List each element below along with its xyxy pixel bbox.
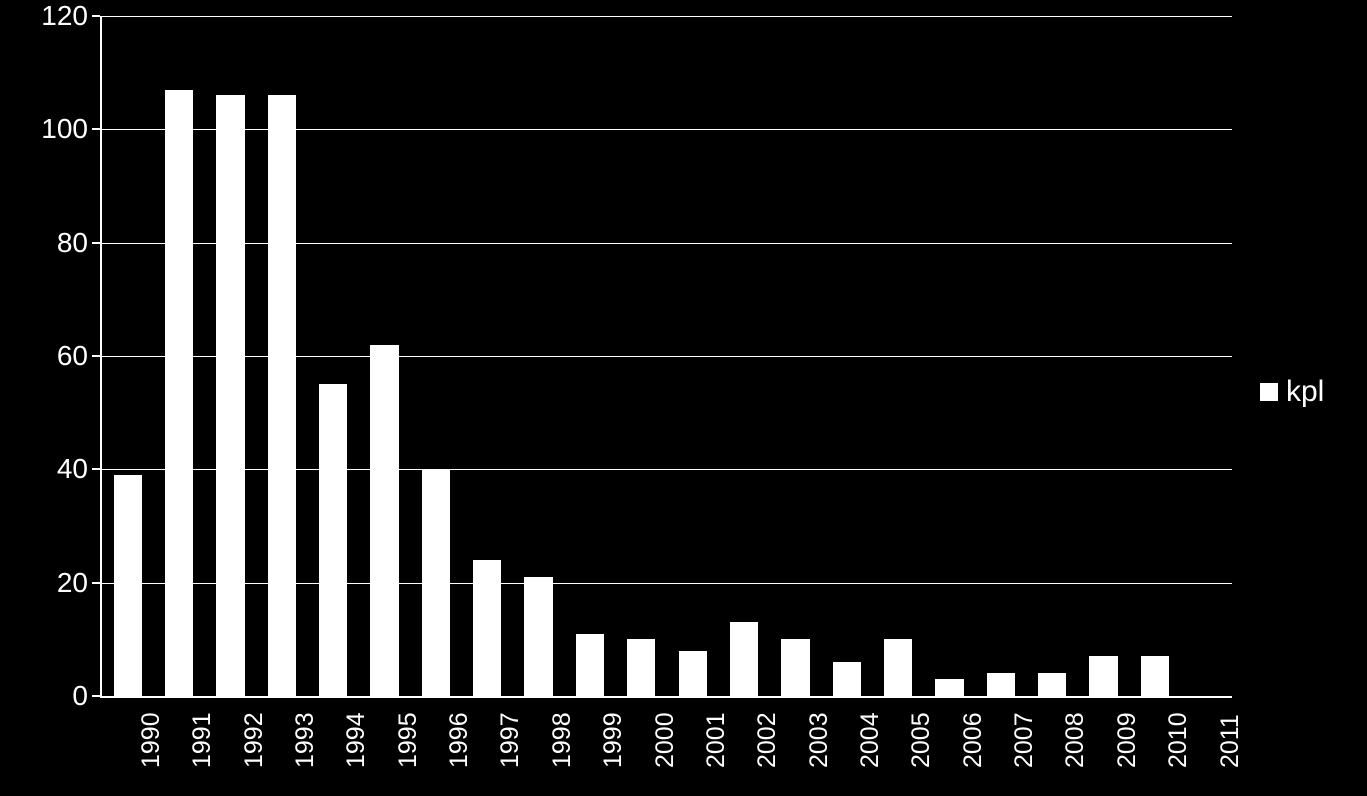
bar — [319, 384, 347, 696]
bar — [679, 651, 707, 696]
x-axis-label: 2006 — [959, 712, 988, 768]
x-axis-label: 1998 — [548, 712, 577, 768]
x-axis-label: 1994 — [342, 712, 371, 768]
y-axis-label: 20 — [57, 567, 88, 599]
legend: kpl — [1260, 375, 1324, 409]
y-tick — [92, 242, 100, 244]
x-axis-label: 2001 — [702, 712, 731, 768]
bar — [884, 639, 912, 696]
bar — [216, 95, 244, 696]
x-axis-label: 2011 — [1216, 714, 1245, 768]
bar — [627, 639, 655, 696]
bar — [781, 639, 809, 696]
gridline — [102, 356, 1232, 357]
bar — [935, 679, 963, 696]
x-axis-label: 2005 — [907, 712, 936, 768]
gridline — [102, 243, 1232, 244]
bar — [1089, 656, 1117, 696]
bar — [473, 560, 501, 696]
gridline — [102, 469, 1232, 470]
gridline — [102, 583, 1232, 584]
x-axis-label: 2003 — [805, 712, 834, 768]
x-axis-label: 2008 — [1061, 712, 1090, 768]
bar — [1141, 656, 1169, 696]
bar — [833, 662, 861, 696]
y-tick — [92, 695, 100, 697]
bar — [165, 90, 193, 696]
y-tick — [92, 468, 100, 470]
bar — [730, 622, 758, 696]
x-axis-label: 1997 — [496, 712, 525, 768]
bar — [268, 95, 296, 696]
x-axis-label: 1995 — [394, 712, 423, 768]
bar — [370, 345, 398, 696]
bar — [1038, 673, 1066, 696]
legend-label: kpl — [1286, 375, 1324, 409]
plot-area: 020406080100120 — [100, 16, 1232, 698]
x-axis-label: 1992 — [240, 712, 269, 768]
x-axis-label: 2007 — [1010, 712, 1039, 768]
x-axis-label: 1993 — [291, 712, 320, 768]
gridline — [102, 129, 1232, 130]
y-axis-label: 100 — [41, 113, 88, 145]
x-axis-label: 2009 — [1113, 712, 1142, 768]
y-axis-label: 0 — [72, 680, 88, 712]
y-axis-label: 60 — [57, 340, 88, 372]
x-axis-label: 2004 — [856, 712, 885, 768]
x-axis-label: 1999 — [599, 712, 628, 768]
gridline — [102, 16, 1232, 17]
x-axis-label: 2002 — [753, 712, 782, 768]
x-axis-label: 2000 — [651, 712, 680, 768]
y-tick — [92, 355, 100, 357]
bar — [576, 634, 604, 696]
y-axis-label: 120 — [41, 0, 88, 32]
y-tick — [92, 128, 100, 130]
legend-swatch — [1260, 383, 1278, 401]
y-axis-label: 80 — [57, 227, 88, 259]
bar — [987, 673, 1015, 696]
x-axis-label: 1996 — [445, 712, 474, 768]
y-tick — [92, 582, 100, 584]
x-axis-label: 1990 — [137, 712, 166, 768]
x-axis-label: 2010 — [1164, 712, 1193, 768]
y-axis-label: 40 — [57, 453, 88, 485]
x-axis-label: 1991 — [188, 712, 217, 768]
bar — [524, 577, 552, 696]
y-tick — [92, 15, 100, 17]
bar-chart: 020406080100120 kpl 19901991199219931994… — [0, 0, 1367, 796]
bar — [114, 475, 142, 696]
